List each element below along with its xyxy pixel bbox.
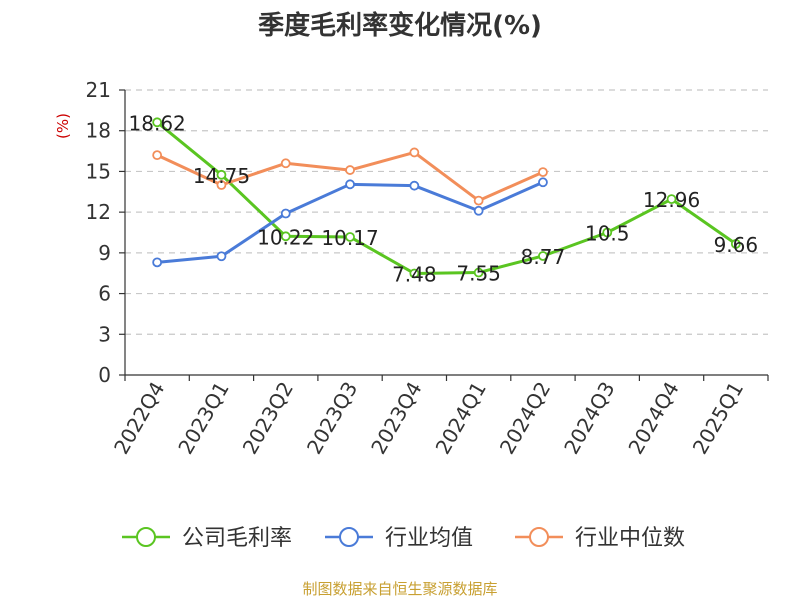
y-tick-label: 6 xyxy=(98,282,111,306)
data-label: 10.17 xyxy=(321,226,378,250)
data-point xyxy=(345,232,355,242)
series-line-0 xyxy=(156,121,737,275)
y-tick-label: 9 xyxy=(98,241,111,265)
y-tick-label: 3 xyxy=(98,322,111,346)
x-tick-label: 2023Q2 xyxy=(238,378,298,459)
source-note: 制图数据来自恒生聚源数据库 xyxy=(302,580,497,598)
data-point xyxy=(538,251,548,261)
x-tick-label: 2023Q3 xyxy=(302,378,362,459)
x-tick-label: 2025Q1 xyxy=(688,378,748,459)
data-point xyxy=(473,205,484,216)
data-point xyxy=(730,238,741,249)
data-point xyxy=(345,179,355,190)
data-point xyxy=(538,167,548,178)
legend: 公司毛利率 行业均值 行业中位数 xyxy=(122,526,685,551)
x-tick-label: 2022Q4 xyxy=(109,378,169,459)
x-tick-label: 2024Q4 xyxy=(623,378,683,459)
data-label: 7.48 xyxy=(392,262,437,286)
data-point xyxy=(409,147,420,158)
series-points xyxy=(152,117,741,279)
data-point xyxy=(602,227,613,238)
data-point xyxy=(473,267,484,278)
data-point xyxy=(152,150,163,161)
data-point xyxy=(216,251,227,262)
legend-label: 公司毛利率 xyxy=(182,526,292,551)
data-point xyxy=(152,257,163,268)
data-point xyxy=(280,158,291,169)
data-label: 10.22 xyxy=(257,225,314,249)
y-tick-label: 0 xyxy=(98,363,111,387)
legend-marker xyxy=(339,527,359,547)
legend-label: 行业中位数 xyxy=(575,526,685,551)
legend-marker xyxy=(529,527,549,547)
data-point xyxy=(409,180,420,191)
x-tick-label: 2024Q3 xyxy=(559,378,619,459)
data-label: 18.62 xyxy=(129,111,186,135)
x-tick-label: 2023Q1 xyxy=(173,378,233,459)
y-tick-label: 12 xyxy=(86,200,111,224)
data-label: 8.77 xyxy=(521,245,566,269)
data-label: 12.96 xyxy=(643,188,700,212)
gridlines xyxy=(125,89,768,335)
x-tick-label: 2023Q4 xyxy=(366,378,426,459)
x-tick-label: 2024Q1 xyxy=(431,378,491,459)
data-point xyxy=(152,117,163,128)
data-label: 7.55 xyxy=(456,262,501,286)
y-tick-label: 15 xyxy=(86,159,111,183)
y-tick-label: 18 xyxy=(86,119,111,143)
data-point xyxy=(409,268,420,279)
data-label: 14.75 xyxy=(193,164,250,188)
data-labels: 18.62 14.75 10.22 10.17 7.48 7.55 8.77 10.5 12.9… xyxy=(129,111,759,286)
series-line-1 xyxy=(157,180,544,264)
data-label: 10.5 xyxy=(585,222,630,246)
data-point xyxy=(538,177,548,188)
legend-marker xyxy=(136,527,156,547)
data-point xyxy=(280,231,291,242)
data-point xyxy=(666,194,677,205)
legend-label: 行业均值 xyxy=(385,526,473,551)
data-point xyxy=(216,169,227,180)
chart-title: 季度毛利率变化情况(%) xyxy=(258,10,542,41)
data-point xyxy=(280,208,291,219)
data-label: 9.66 xyxy=(714,233,759,257)
x-tick-label: 2024Q2 xyxy=(495,378,555,459)
data-point xyxy=(473,195,484,206)
y-axis-label: (%) xyxy=(54,113,72,139)
y-tick-label: 21 xyxy=(86,78,111,102)
data-point xyxy=(345,165,355,175)
data-point xyxy=(216,180,227,190)
